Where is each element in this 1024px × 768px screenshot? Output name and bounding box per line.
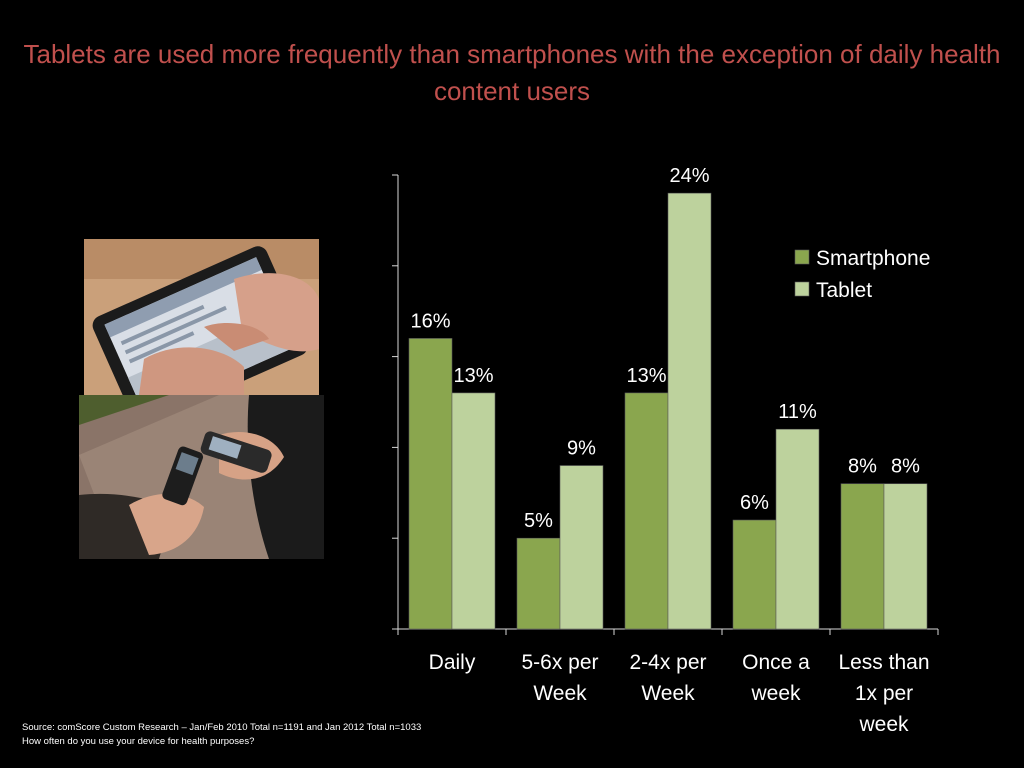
data-label-smartphone-1: 5% bbox=[524, 510, 553, 532]
x-tick-label-0: Daily bbox=[429, 651, 476, 674]
bar-tablet-4 bbox=[883, 483, 928, 630]
data-label-tablet-2: 24% bbox=[669, 165, 709, 187]
bar-tablet-2 bbox=[667, 192, 712, 630]
bar-tablet-0 bbox=[451, 392, 496, 630]
legend-label-tablet: Tablet bbox=[816, 279, 872, 302]
x-tick-label-4: Less than 1x per week bbox=[838, 651, 929, 736]
source-note: Source: comScore Custom Research – Jan/F… bbox=[22, 721, 421, 749]
data-label-smartphone-2: 13% bbox=[626, 365, 666, 387]
source-line-1: Source: comScore Custom Research – Jan/F… bbox=[22, 722, 422, 733]
tablet-typing-photo bbox=[84, 239, 319, 395]
data-label-smartphone-3: 6% bbox=[740, 492, 769, 514]
legend-label-smartphone: Smartphone bbox=[816, 247, 930, 270]
data-label-tablet-0: 13% bbox=[453, 365, 493, 387]
data-label-smartphone-0: 16% bbox=[410, 310, 450, 332]
slide-title: Tablets are used more frequently than sm… bbox=[23, 39, 1001, 106]
bar-smartphone-1 bbox=[516, 537, 561, 630]
x-tick-label-3: Once a week bbox=[742, 651, 810, 705]
data-label-smartphone-4: 8% bbox=[848, 456, 877, 478]
bar-smartphone-2 bbox=[624, 392, 669, 630]
data-label-tablet-4: 8% bbox=[891, 456, 920, 478]
smartphones-photo bbox=[79, 395, 324, 559]
bar-tablet-3 bbox=[775, 428, 820, 630]
x-tick-label-1: 5-6x per Week bbox=[521, 651, 598, 705]
bar-smartphone-0 bbox=[408, 338, 453, 630]
x-tick-label-2: 2-4x per Week bbox=[629, 651, 706, 705]
legend-swatch-smartphone bbox=[794, 249, 810, 265]
bar-tablet-1 bbox=[559, 465, 604, 630]
bar-smartphone-4 bbox=[840, 483, 885, 630]
legend-swatch-tablet bbox=[794, 281, 810, 297]
data-label-tablet-1: 9% bbox=[567, 438, 596, 460]
bar-smartphone-3 bbox=[732, 519, 777, 630]
source-line-2: How often do you use your device for hea… bbox=[22, 736, 255, 747]
data-label-tablet-3: 11% bbox=[778, 401, 817, 423]
